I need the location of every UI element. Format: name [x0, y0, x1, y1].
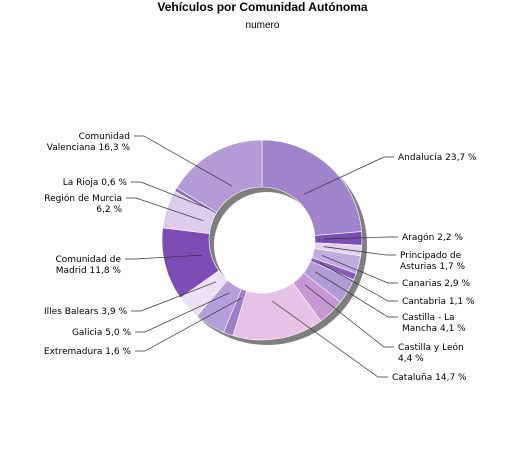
leader-line	[321, 255, 398, 284]
leader-line	[323, 246, 396, 256]
slice-label: Castilla - La Mancha 4,1 %	[402, 313, 466, 334]
slice-label: Principado de Asturias 1,7 %	[400, 251, 466, 272]
slice-label: Illes Balears 3,9 %	[44, 307, 127, 317]
leader-line	[315, 271, 398, 318]
slice-label: Cataluña 14,7 %	[392, 373, 467, 383]
pie-slice[interactable]	[176, 139, 263, 213]
donut-slices	[161, 139, 363, 341]
leader-line	[135, 298, 242, 352]
leader-line	[272, 300, 388, 378]
leader-line	[125, 254, 202, 260]
chart-subtitle: numero	[245, 20, 280, 31]
leader-line	[135, 292, 230, 333]
slice-label: Cantabria 1,1 %	[402, 297, 475, 307]
leader-line	[131, 281, 217, 312]
slice-label: Canarias 2,9 %	[402, 279, 470, 289]
slice-label: Comunidad de Madrid 11,8 %	[55, 255, 121, 276]
slice-label: La Rioja 0,6 %	[63, 178, 128, 188]
slice-label: Castilla y León 4,4 %	[398, 342, 464, 364]
slice-label: Extremadura 1,6 %	[44, 347, 132, 357]
leader-line	[323, 236, 398, 240]
slice-label: Comunidad Valenciana 16,3 %	[47, 132, 131, 153]
slice-label: Andalucía 23,7 %	[398, 153, 477, 163]
slice-label: Aragón 2,2 %	[402, 232, 463, 243]
leader-line	[131, 181, 209, 209]
slice-labels: Andalucía 23,7 % Aragón 2,2 % Principado d…	[44, 132, 477, 383]
slice-label: Galicia 5,0 %	[72, 328, 131, 338]
leader-line	[134, 135, 232, 187]
leader-lines	[125, 135, 398, 378]
chart-title: Vehículos por Comunidad Autónoma	[157, 0, 368, 14]
pie-slice[interactable]	[261, 139, 362, 236]
leader-line	[319, 262, 398, 302]
leader-line	[126, 197, 204, 222]
leader-line	[304, 284, 394, 348]
leader-line	[303, 156, 394, 195]
slice-label: Región de Murcia 6,2 %	[44, 193, 122, 215]
